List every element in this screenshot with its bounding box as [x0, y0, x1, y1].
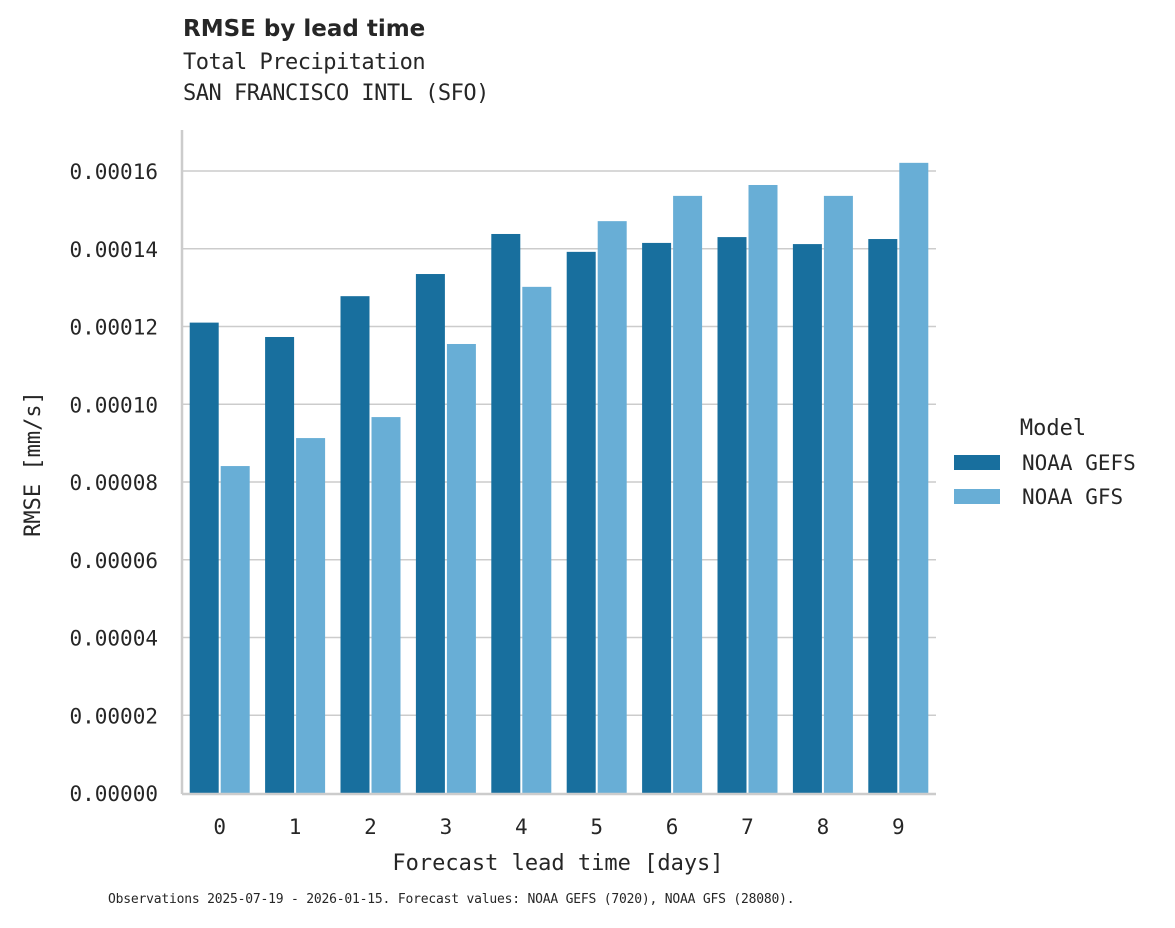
legend-label: NOAA GEFS — [1022, 451, 1136, 475]
bar-noaa-gefs-7 — [717, 237, 747, 793]
bar-noaa-gfs-8 — [823, 195, 853, 793]
footnote: Observations 2025-07-19 - 2026-01-15. Fo… — [108, 892, 795, 907]
x-tick-labels: 0 1 2 3 4 5 6 7 8 9 — [213, 815, 904, 839]
bar-noaa-gefs-0 — [189, 322, 219, 793]
x-tick-label: 6 — [666, 815, 679, 839]
bar-noaa-gfs-6 — [673, 195, 703, 793]
bar-noaa-gfs-5 — [597, 221, 627, 793]
y-tick-label: 0.00004 — [69, 627, 158, 651]
legend: Model NOAA GEFS NOAA GFS — [954, 416, 1136, 509]
y-tick-label: 0.00012 — [69, 316, 158, 340]
x-tick-label: 8 — [817, 815, 830, 839]
bar-noaa-gfs-1 — [296, 438, 326, 793]
y-tick-label: 0.00006 — [69, 549, 158, 573]
x-axis-label: Forecast lead time [days] — [392, 851, 723, 876]
y-tick-label: 0.00002 — [69, 704, 158, 728]
bar-noaa-gefs-1 — [265, 336, 295, 793]
bar-noaa-gefs-4 — [491, 233, 521, 794]
bar-noaa-gefs-3 — [415, 274, 445, 793]
gridlines — [182, 170, 936, 716]
chart-title: RMSE by lead time — [183, 16, 426, 42]
y-tick-label: 0.00010 — [69, 393, 158, 417]
bar-noaa-gfs-2 — [371, 417, 401, 793]
x-tick-label: 9 — [892, 815, 905, 839]
x-tick-label: 5 — [590, 815, 603, 839]
y-tick-label: 0.00016 — [69, 160, 158, 184]
x-tick-label: 4 — [515, 815, 528, 839]
x-tick-label: 0 — [213, 815, 226, 839]
x-tick-label: 7 — [741, 815, 754, 839]
bar-noaa-gfs-3 — [446, 343, 476, 793]
y-tick-label: 0.00008 — [69, 471, 158, 495]
y-tick-label: 0.00014 — [69, 238, 158, 262]
bar-noaa-gefs-9 — [868, 239, 898, 793]
x-tick-label: 3 — [440, 815, 453, 839]
bar-noaa-gfs-4 — [522, 286, 552, 793]
y-tick-label: 0.00000 — [69, 782, 158, 806]
chart-subtitle-station: SAN FRANCISCO INTL (SFO) — [183, 81, 489, 106]
legend-title: Model — [1020, 416, 1086, 441]
chart-subtitle-variable: Total Precipitation — [183, 50, 426, 75]
legend-label: NOAA GFS — [1022, 485, 1123, 509]
x-tick-label: 1 — [289, 815, 302, 839]
x-tick-label: 2 — [364, 815, 377, 839]
bar-noaa-gfs-0 — [220, 466, 250, 793]
bar-noaa-gefs-5 — [566, 251, 596, 794]
bar-noaa-gefs-6 — [642, 242, 672, 793]
bars — [189, 162, 929, 794]
y-tick-labels: 0.00000 0.00002 0.00004 0.00006 0.00008 0.000… — [69, 160, 158, 806]
bar-noaa-gfs-9 — [899, 162, 929, 793]
legend-swatch-noaa-gfs — [954, 489, 1000, 504]
y-axis-label: RMSE [mm/s] — [21, 391, 46, 537]
bar-noaa-gefs-8 — [792, 244, 822, 793]
axes — [180, 130, 936, 796]
bar-noaa-gfs-7 — [748, 184, 778, 793]
bar-noaa-gefs-2 — [340, 296, 370, 793]
legend-swatch-noaa-gefs — [954, 455, 1000, 470]
